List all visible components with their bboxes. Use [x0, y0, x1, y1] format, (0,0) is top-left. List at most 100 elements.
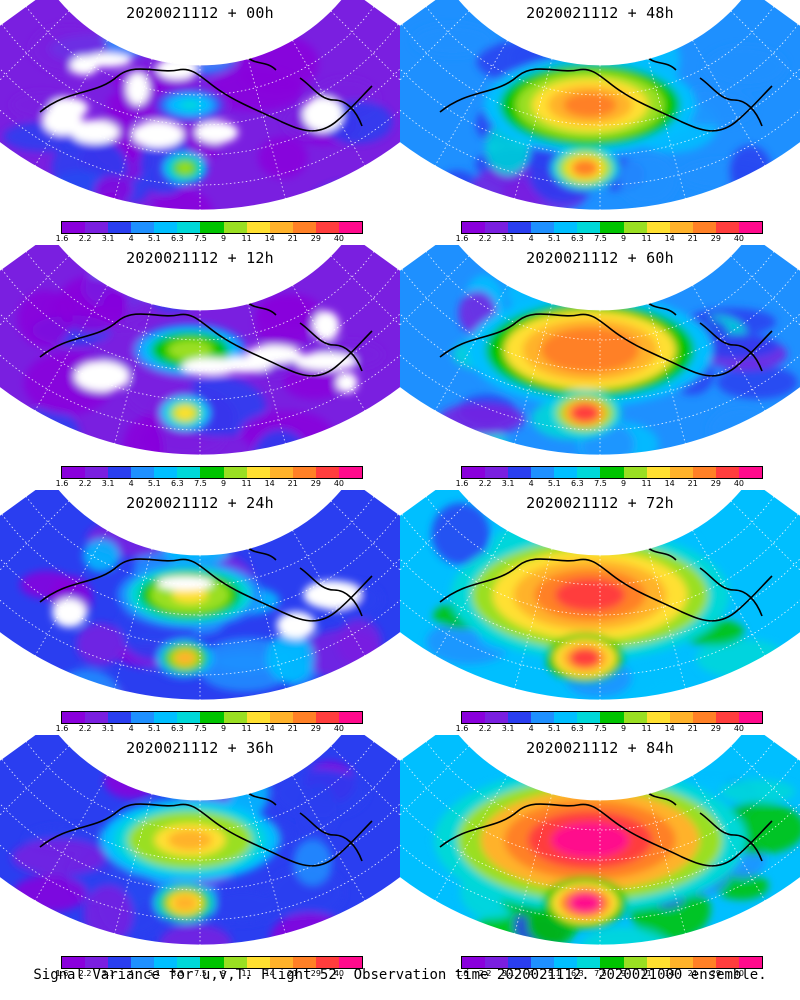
colorbar-tick-label: 1.6: [455, 724, 469, 733]
colorbar-tick-label: 1.6: [455, 234, 469, 243]
colorbar-tick-label: 9: [220, 724, 227, 733]
variance-field: [400, 490, 800, 701]
colorbar-swatch: [338, 712, 363, 723]
colorbar-swatch: [108, 467, 132, 478]
colorbar-swatch: [692, 712, 716, 723]
colorbar-swatch: [669, 712, 693, 723]
colorbar-swatch: [715, 712, 739, 723]
colorbar-swatch: [531, 467, 555, 478]
colorbar-swatch: [508, 467, 532, 478]
colorbar-tick-label: 6.3: [171, 724, 184, 733]
colorbar-swatch: [462, 957, 486, 968]
colorbar-tick-label: 40: [333, 234, 345, 243]
colorbar-swatch: [269, 957, 293, 968]
colorbar-labels: 1.6 2.2 3.1 4 5.1 6.3 7.5 9 11 14 21 29 40: [0, 970, 400, 980]
colorbar-tick-label: 1.6: [55, 724, 69, 733]
colorbar-swatch: [646, 222, 670, 233]
colorbar-swatch: [200, 957, 224, 968]
colorbar-swatch: [85, 467, 109, 478]
colorbar-swatch: [62, 222, 86, 233]
colorbar-swatch: [131, 957, 155, 968]
colorbar-swatch: [108, 222, 132, 233]
colorbar-tick-label: 7.5: [194, 969, 207, 978]
colorbar-swatch: [108, 957, 132, 968]
colorbar-tick-label: 2.2: [478, 479, 492, 488]
colorbar-tick-label: 5.1: [147, 724, 161, 733]
colorbar-swatch: [600, 467, 624, 478]
colorbar-swatch: [62, 712, 86, 723]
figure-caption: Signal Variance for u,v,T. Flight 52. Ob…: [33, 967, 767, 983]
colorbar-swatch: [200, 712, 224, 723]
colorbar-tick-label: 1.6: [455, 479, 469, 488]
map-panel-0h: 2020021112 + 00h 1.6 2.2 3.1 4 5.1 6.3 7.5 9 11 14…: [0, 0, 400, 245]
colorbar-swatch: [623, 957, 647, 968]
colorbar-tick-label: 2.2: [78, 969, 92, 978]
graticule: [0, 741, 400, 945]
colorbar-tick-label: 7.5: [594, 479, 607, 488]
variance-field: [400, 735, 800, 946]
field-blobs: [412, 22, 787, 211]
map-outline: [0, 490, 400, 701]
colorbar-swatch: [292, 957, 316, 968]
colorbar-tick-label: 29: [310, 724, 321, 733]
colorbar-swatch: [338, 467, 363, 478]
colorbar-tick-label: 7.5: [594, 969, 607, 978]
colorbar-tick-label: 6.3: [571, 969, 584, 978]
colorbar-swatch: [738, 222, 763, 233]
colorbar-swatch: [131, 222, 155, 233]
panel-title: 2020021112 + 00h: [126, 4, 274, 22]
colorbar-swatch: [315, 712, 339, 723]
colorbar-tick-label: 2.2: [78, 724, 92, 733]
colorbar-tick-label: 9: [620, 724, 627, 733]
colorbar-tick-label: 5.1: [147, 969, 161, 978]
colorbar-swatch: [485, 222, 509, 233]
colorbar-swatch: [338, 222, 363, 233]
colorbar-swatch: [246, 467, 270, 478]
map-panel-12h: 2020021112 + 12h 1.6 2.2 3.1 4 5.1 6.3 7.5 9 11 14…: [0, 245, 400, 490]
colorbar-tick-label: 14: [264, 234, 275, 243]
colorbar-tick-label: 5.1: [147, 234, 161, 243]
panel-title: 2020021112 + 60h: [526, 249, 674, 267]
colorbar-tick-label: 7.5: [194, 479, 207, 488]
graticule: [400, 741, 800, 945]
colorbar-tick-label: 29: [710, 724, 721, 733]
colorbar-tick-label: 9: [620, 234, 627, 243]
colorbar-labels: 1.6 2.2 3.1 4 5.1 6.3 7.5 9 11 14 21 29 40: [400, 480, 800, 490]
colorbar-swatch: [485, 467, 509, 478]
colorbar-tick-label: 3.1: [101, 479, 115, 488]
map-outline: [0, 245, 400, 456]
colorbar-tick-label: 3.1: [101, 724, 115, 733]
colorbar-swatch: [292, 712, 316, 723]
colorbar-tick-label: 1.6: [455, 969, 469, 978]
colorbar-labels: 1.6 2.2 3.1 4 5.1 6.3 7.5 9 11 14 21 29 40: [400, 725, 800, 735]
colorbar-swatch: [531, 957, 555, 968]
polar-map: [400, 0, 800, 211]
colorbar-swatch: [200, 467, 224, 478]
colorbar-swatch: [62, 467, 86, 478]
colorbar-tick-label: 6.3: [171, 234, 184, 243]
colorbar-labels: 1.6 2.2 3.1 4 5.1 6.3 7.5 9 11 14 21 29 40: [0, 480, 400, 490]
colorbar-tick-label: 4: [128, 479, 134, 488]
colorbar-swatch: [246, 222, 270, 233]
colorbar-labels: 1.6 2.2 3.1 4 5.1 6.3 7.5 9 11 14 21 29 40: [0, 725, 400, 735]
colorbar-tick-label: 3.1: [501, 969, 515, 978]
colorbar-swatch: [223, 467, 247, 478]
colorbar-swatch: [154, 467, 178, 478]
colorbar-tick-label: 4: [528, 234, 534, 243]
colorbar-swatch: [738, 467, 763, 478]
colorbar-swatch: [554, 222, 578, 233]
colorbar-tick-label: 40: [733, 969, 745, 978]
polar-map: [400, 735, 800, 946]
graticule: [400, 6, 800, 210]
colorbar-swatch: [623, 712, 647, 723]
colorbar-tick-label: 11: [241, 234, 252, 243]
field-blobs: [434, 768, 800, 946]
colorbar-tick-label: 21: [287, 724, 298, 733]
graticule: [0, 6, 400, 210]
colorbar-swatch: [223, 712, 247, 723]
colorbar-tick-label: 21: [687, 969, 698, 978]
colorbar-tick-label: 4: [528, 479, 534, 488]
colorbar-swatch: [131, 467, 155, 478]
colorbar-swatch: [177, 222, 201, 233]
colorbar-swatch: [462, 222, 486, 233]
